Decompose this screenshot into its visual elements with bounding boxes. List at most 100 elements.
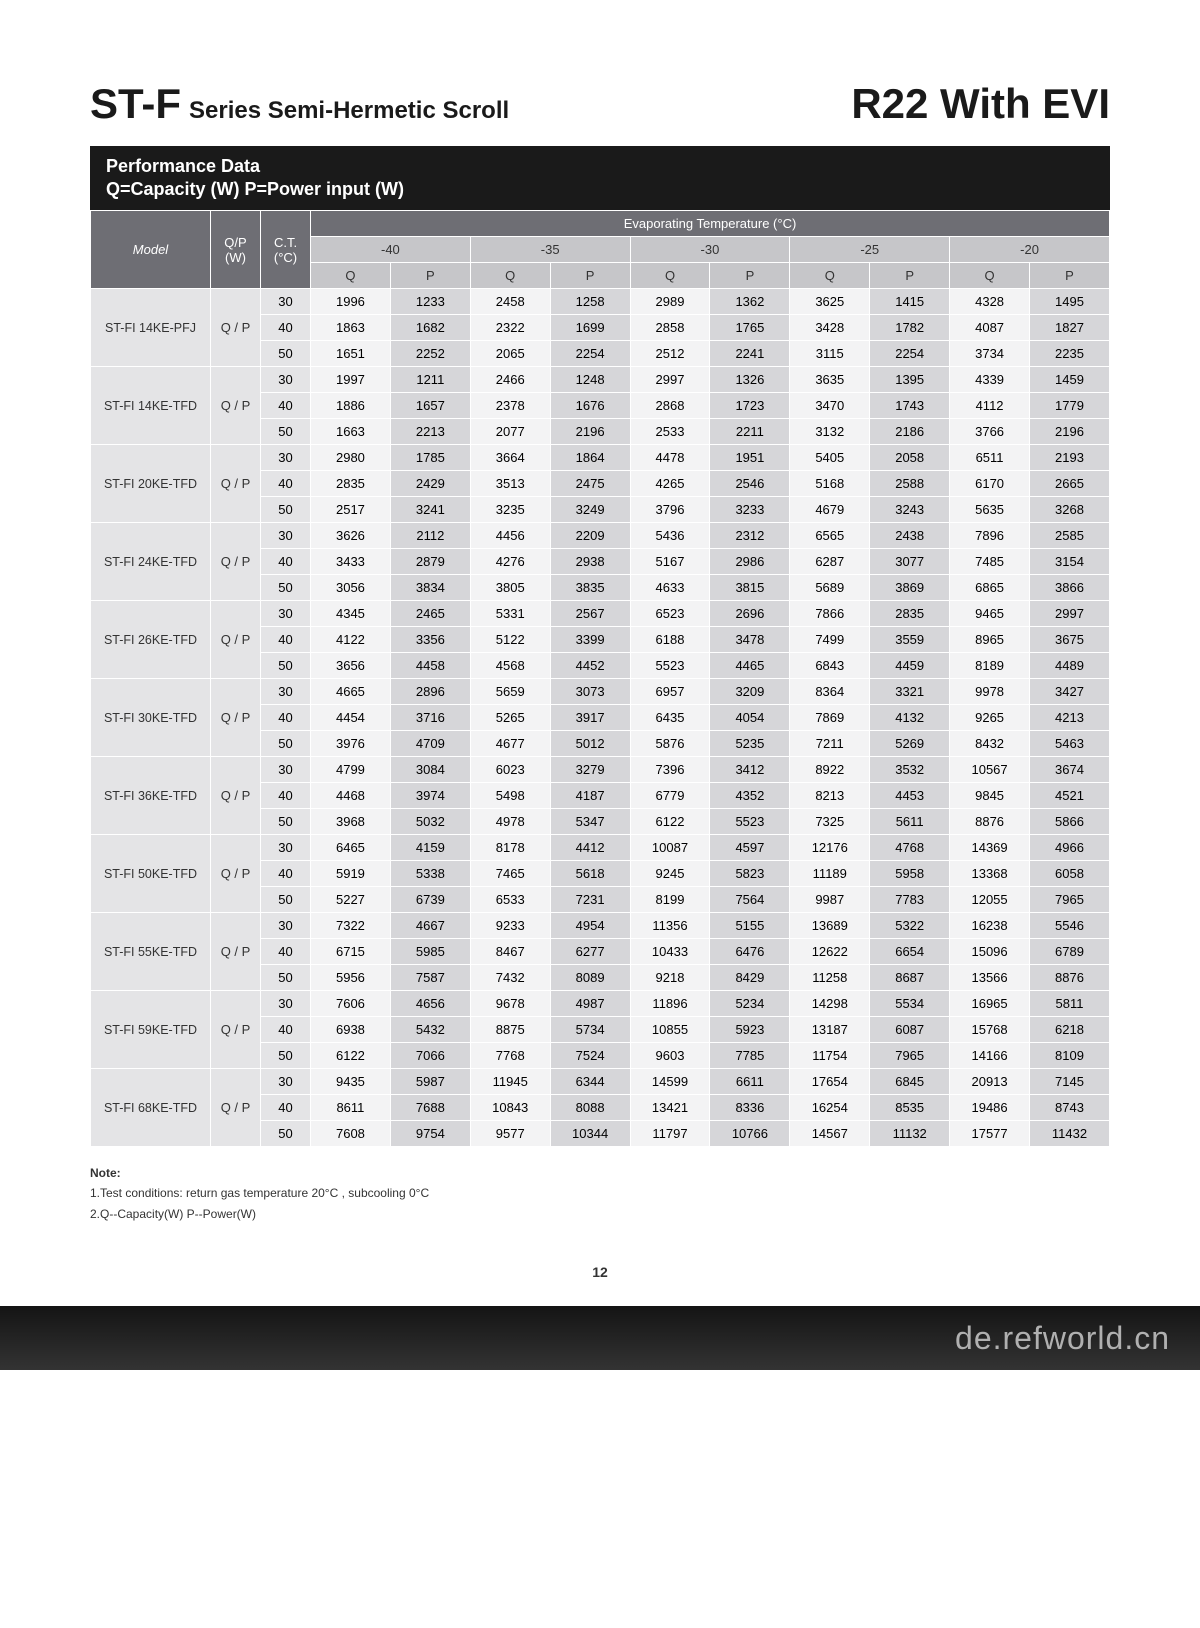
q-value: 7499 bbox=[790, 627, 870, 653]
p-value: 4453 bbox=[870, 783, 950, 809]
p-value: 6789 bbox=[1030, 939, 1110, 965]
p-value: 6277 bbox=[550, 939, 630, 965]
p-value: 10766 bbox=[710, 1121, 790, 1147]
p-value: 1459 bbox=[1030, 367, 1110, 393]
p-value: 1951 bbox=[710, 445, 790, 471]
p-value: 4987 bbox=[550, 991, 630, 1017]
q-value: 5498 bbox=[470, 783, 550, 809]
q-value: 4087 bbox=[950, 315, 1030, 341]
p-value: 2588 bbox=[870, 471, 950, 497]
p-value: 5269 bbox=[870, 731, 950, 757]
q-value: 7608 bbox=[311, 1121, 391, 1147]
p-value: 4489 bbox=[1030, 653, 1110, 679]
q-value: 3115 bbox=[790, 341, 870, 367]
q-value: 5956 bbox=[311, 965, 391, 991]
q-value: 2980 bbox=[311, 445, 391, 471]
q-value: 17577 bbox=[950, 1121, 1030, 1147]
p-value: 5866 bbox=[1030, 809, 1110, 835]
q-value: 7322 bbox=[311, 913, 391, 939]
p-value: 3073 bbox=[550, 679, 630, 705]
temp-header: -40 bbox=[311, 237, 471, 263]
p-value: 1765 bbox=[710, 315, 790, 341]
q-value: 4468 bbox=[311, 783, 391, 809]
p-value: 5347 bbox=[550, 809, 630, 835]
p-value: 2235 bbox=[1030, 341, 1110, 367]
p-value: 5523 bbox=[710, 809, 790, 835]
q-value: 1863 bbox=[311, 315, 391, 341]
q-value: 16238 bbox=[950, 913, 1030, 939]
q-value: 5168 bbox=[790, 471, 870, 497]
p-value: 2196 bbox=[550, 419, 630, 445]
p-value: 9754 bbox=[390, 1121, 470, 1147]
q-value: 1663 bbox=[311, 419, 391, 445]
p-value: 4458 bbox=[390, 653, 470, 679]
model-cell: ST-FI 14KE-TFD bbox=[91, 367, 211, 445]
p-value: 2879 bbox=[390, 549, 470, 575]
p-value: 1657 bbox=[390, 393, 470, 419]
q-value: 6287 bbox=[790, 549, 870, 575]
ct-cell: 30 bbox=[261, 679, 311, 705]
p-value: 4213 bbox=[1030, 705, 1110, 731]
q-value: 3056 bbox=[311, 575, 391, 601]
q-value: 5919 bbox=[311, 861, 391, 887]
p-value: 8336 bbox=[710, 1095, 790, 1121]
p-value: 3233 bbox=[710, 497, 790, 523]
p-value: 3412 bbox=[710, 757, 790, 783]
model-cell: ST-FI 55KE-TFD bbox=[91, 913, 211, 991]
q-value: 11896 bbox=[630, 991, 710, 1017]
footer-bar: de.refworld.cn bbox=[0, 1306, 1200, 1370]
p-value: 7783 bbox=[870, 887, 950, 913]
q-value: 5167 bbox=[630, 549, 710, 575]
q-value: 17654 bbox=[790, 1069, 870, 1095]
temp-header: -20 bbox=[950, 237, 1110, 263]
notes: Note: 1.Test conditions: return gas temp… bbox=[90, 1163, 1110, 1224]
p-value: 5611 bbox=[870, 809, 950, 835]
q-value: 11945 bbox=[470, 1069, 550, 1095]
ct-cell: 30 bbox=[261, 835, 311, 861]
ct-cell: 50 bbox=[261, 887, 311, 913]
p-value: 4412 bbox=[550, 835, 630, 861]
temp-header: -30 bbox=[630, 237, 790, 263]
ct-cell: 50 bbox=[261, 1121, 311, 1147]
q-value: 4478 bbox=[630, 445, 710, 471]
p-value: 2209 bbox=[550, 523, 630, 549]
p-value: 11432 bbox=[1030, 1121, 1110, 1147]
p-value: 4132 bbox=[870, 705, 950, 731]
q-value: 7866 bbox=[790, 601, 870, 627]
p-value: 5985 bbox=[390, 939, 470, 965]
q-value: 2858 bbox=[630, 315, 710, 341]
footer-url: de.refworld.cn bbox=[955, 1320, 1170, 1357]
p-value: 3241 bbox=[390, 497, 470, 523]
p-value: 3835 bbox=[550, 575, 630, 601]
p-value: 5546 bbox=[1030, 913, 1110, 939]
q-value: 3805 bbox=[470, 575, 550, 601]
qp-sub-header: Q bbox=[311, 263, 391, 289]
q-value: 2077 bbox=[470, 419, 550, 445]
q-value: 6023 bbox=[470, 757, 550, 783]
q-value: 2458 bbox=[470, 289, 550, 315]
p-value: 2241 bbox=[710, 341, 790, 367]
p-value: 2312 bbox=[710, 523, 790, 549]
q-value: 7869 bbox=[790, 705, 870, 731]
q-value: 13566 bbox=[950, 965, 1030, 991]
p-value: 4954 bbox=[550, 913, 630, 939]
q-value: 6188 bbox=[630, 627, 710, 653]
p-value: 2213 bbox=[390, 419, 470, 445]
q-value: 6122 bbox=[630, 809, 710, 835]
p-value: 6058 bbox=[1030, 861, 1110, 887]
q-value: 3470 bbox=[790, 393, 870, 419]
ct-cell: 40 bbox=[261, 627, 311, 653]
q-value: 6865 bbox=[950, 575, 1030, 601]
q-value: 5635 bbox=[950, 497, 1030, 523]
q-value: 5876 bbox=[630, 731, 710, 757]
q-value: 7325 bbox=[790, 809, 870, 835]
q-value: 7606 bbox=[311, 991, 391, 1017]
p-value: 1495 bbox=[1030, 289, 1110, 315]
p-value: 5534 bbox=[870, 991, 950, 1017]
ct-cell: 50 bbox=[261, 1043, 311, 1069]
p-value: 4352 bbox=[710, 783, 790, 809]
p-value: 6654 bbox=[870, 939, 950, 965]
p-value: 10344 bbox=[550, 1121, 630, 1147]
q-value: 8965 bbox=[950, 627, 1030, 653]
q-value: 2378 bbox=[470, 393, 550, 419]
